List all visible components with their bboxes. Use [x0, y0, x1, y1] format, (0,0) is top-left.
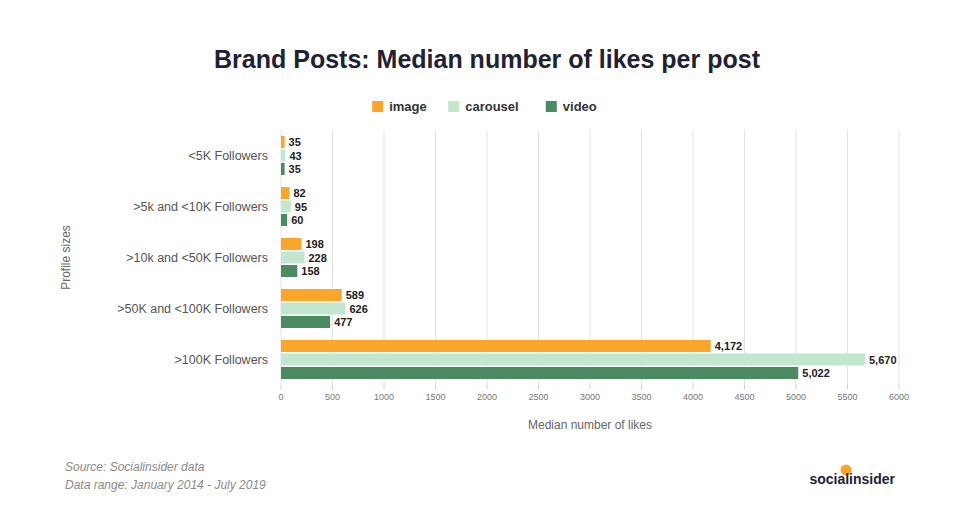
bars	[281, 136, 865, 379]
logo: socialinsider	[809, 471, 895, 487]
category-label: >100K Followers	[175, 353, 268, 367]
legend-label: image	[389, 99, 427, 114]
legend: image carousel video	[372, 99, 597, 114]
data-label: 589	[346, 289, 364, 301]
tick-label: 6000	[889, 392, 909, 402]
data-label: 198	[305, 238, 323, 250]
tick-label: 4000	[683, 392, 703, 402]
tick-label: 3000	[580, 392, 600, 402]
data-label: 35	[289, 136, 301, 148]
legend-swatch	[546, 101, 557, 112]
x-axis-label: Median number of likes	[528, 418, 652, 432]
tick-mark	[281, 385, 282, 389]
tick-label: 1500	[425, 392, 445, 402]
data-labels: 3543358295601982281585896264774,1725,670…	[289, 136, 897, 379]
tick-mark	[487, 385, 488, 389]
tick-mark	[435, 385, 436, 389]
tick-mark	[847, 385, 848, 389]
grid-line	[796, 130, 797, 385]
tick-label: 5000	[786, 392, 806, 402]
category-label: >50K and <100K Followers	[117, 302, 268, 316]
data-label: 158	[301, 265, 319, 277]
source-note: Data range: January 2014 - July 2019	[65, 478, 266, 492]
data-label: 43	[289, 150, 301, 162]
tick-mark	[538, 385, 539, 389]
grid-line	[899, 130, 900, 385]
data-label: 35	[289, 163, 301, 175]
bar	[281, 136, 285, 148]
grid	[281, 130, 899, 389]
data-label: 228	[308, 252, 326, 264]
category-label: >10k and <50K Followers	[126, 251, 268, 265]
tick-mark	[796, 385, 797, 389]
data-label: 477	[334, 316, 352, 328]
bar	[281, 201, 291, 213]
tick-label: 5500	[837, 392, 857, 402]
bar	[281, 187, 289, 199]
bar	[281, 354, 865, 366]
category-label: <5K Followers	[188, 149, 268, 163]
bar	[281, 340, 711, 352]
tick-mark	[384, 385, 385, 389]
bar	[281, 316, 330, 328]
bar	[281, 163, 285, 175]
tick-label: 2500	[528, 392, 548, 402]
bar	[281, 303, 345, 315]
data-label: 4,172	[715, 340, 743, 352]
legend-label: video	[563, 99, 597, 114]
legend-label: carousel	[465, 99, 518, 114]
data-label: 5,670	[869, 354, 897, 366]
data-label: 82	[293, 187, 305, 199]
grid-line	[744, 130, 745, 385]
tick-mark	[899, 385, 900, 389]
data-label: 626	[349, 303, 367, 315]
tick-mark	[744, 385, 745, 389]
bar	[281, 238, 301, 250]
bar	[281, 265, 297, 277]
legend-swatch	[372, 101, 383, 112]
tick-mark	[590, 385, 591, 389]
tick-label: 1000	[374, 392, 394, 402]
tick-label: 4500	[734, 392, 754, 402]
tick-mark	[641, 385, 642, 389]
title: Brand Posts: Median number of likes per …	[214, 45, 761, 73]
bar	[281, 214, 287, 226]
tick-label: 0	[278, 392, 283, 402]
tick-mark	[332, 385, 333, 389]
source-note: Source: Socialinsider data	[65, 460, 205, 474]
bar	[281, 367, 798, 379]
tick-mark	[693, 385, 694, 389]
data-label: 60	[291, 214, 303, 226]
tick-label: 3500	[631, 392, 651, 402]
legend-swatch	[448, 101, 459, 112]
tick-label: 2000	[477, 392, 497, 402]
data-label: 95	[295, 201, 307, 213]
grid-line	[847, 130, 848, 385]
bar	[281, 289, 342, 301]
category-label: >5k and <10K Followers	[133, 200, 268, 214]
bar	[281, 150, 285, 162]
data-label: 5,022	[802, 367, 830, 379]
bar	[281, 252, 304, 264]
chart: Brand Posts: Median number of likes per …	[0, 0, 974, 531]
tick-label: 500	[325, 392, 340, 402]
y-axis-label: Profile sizes	[59, 225, 73, 290]
